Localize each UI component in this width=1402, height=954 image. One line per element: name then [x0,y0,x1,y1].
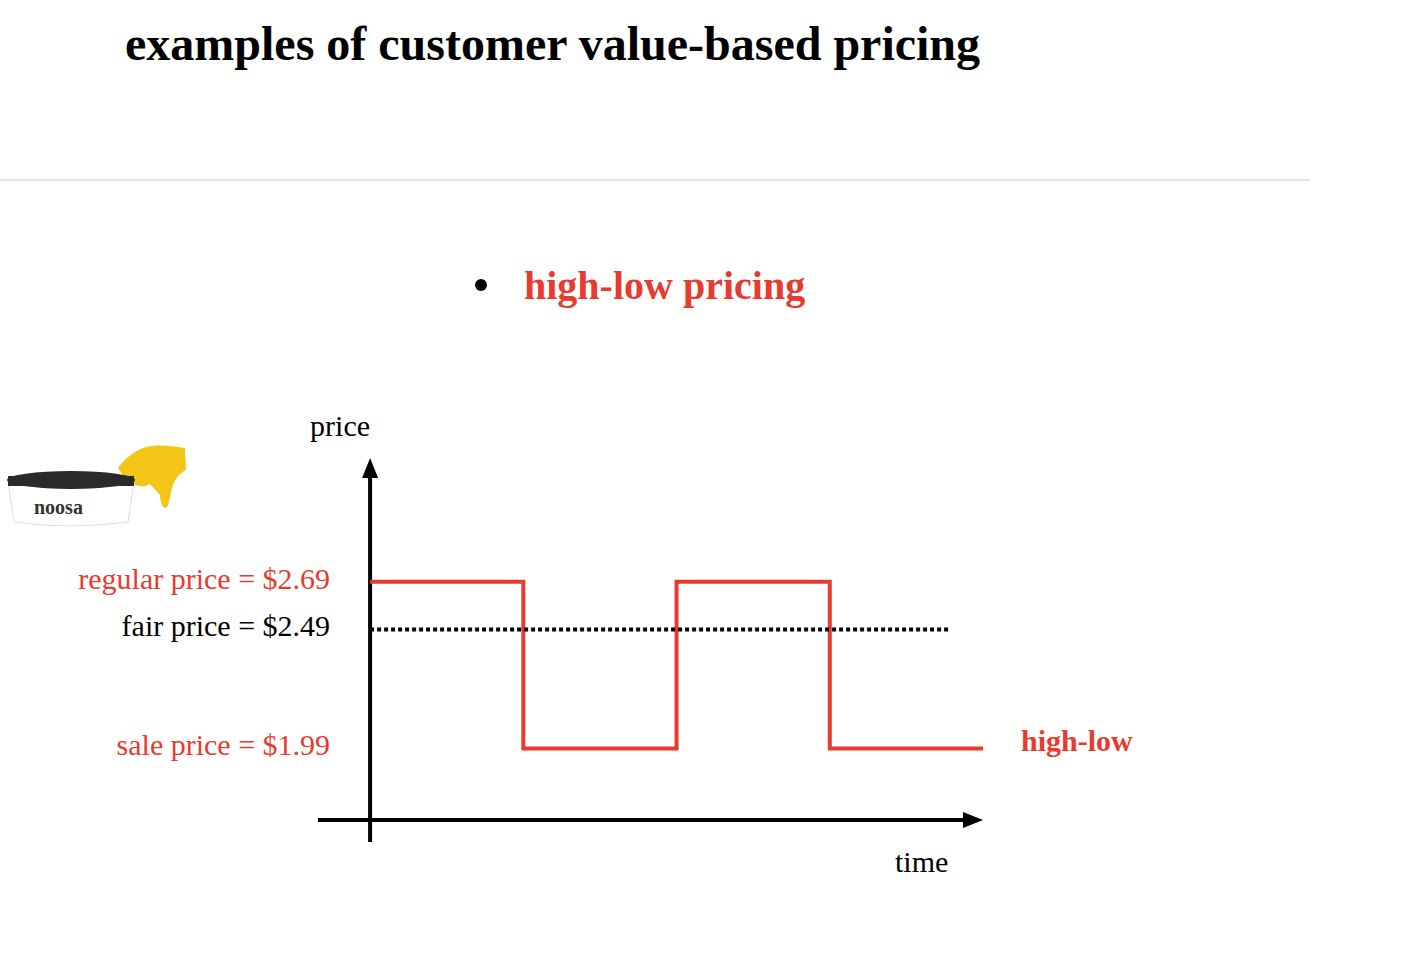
series-labels: high-low [1021,724,1133,757]
tub-lid [7,471,135,489]
x-axis-title: time [895,845,948,878]
bullet [475,279,487,291]
series-line [370,627,949,631]
x-axis-arrow [963,812,983,828]
series-line [370,582,983,749]
y-tick-label: regular price = $2.69 [78,562,330,595]
y-tick-label: sale price = $1.99 [117,728,331,761]
y-tick-labels: regular price = $2.69 fair price = $2.49 s… [78,562,330,762]
product-image: noosa [7,446,186,526]
x-axis [318,818,969,822]
product-label: noosa [34,496,83,518]
y-axis [368,472,372,842]
series-end-label: high-low [1021,724,1133,757]
title: examples of customer value-based pricing [125,17,980,70]
y-tick-label: fair price = $2.49 [122,609,331,642]
slide: examples of customer value-based pricing… [0,0,1402,954]
plot-area [370,582,983,749]
y-axis-arrow [362,458,378,478]
tub-lid-rim [8,476,134,486]
y-axis-title: price [310,409,370,442]
separator [0,179,1310,181]
axes [318,458,983,842]
subtitle: high-low pricing [524,263,805,308]
